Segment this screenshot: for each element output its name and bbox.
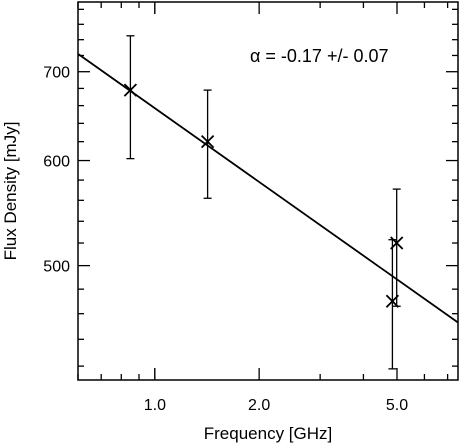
- y-tick-label: 500: [43, 259, 70, 276]
- x-tick-label: 5.0: [386, 397, 408, 414]
- data-point-marker: [390, 236, 404, 250]
- data-point-marker: [123, 83, 138, 97]
- data-point-stroke: [200, 135, 215, 149]
- fit-annotation: α = -0.17 +/- 0.07: [250, 46, 389, 66]
- data-point-stroke: [123, 83, 138, 97]
- data-point-marker: [200, 135, 215, 149]
- x-axis-label: Frequency [GHz]: [204, 424, 333, 443]
- y-axis-label: Flux Density [mJy]: [1, 122, 20, 261]
- y-tick-label: 600: [43, 154, 70, 171]
- y-tick-label: 700: [43, 65, 70, 82]
- x-tick-label: 1.0: [144, 397, 166, 414]
- plot-frame: [77, 1, 459, 381]
- x-tick-label: 2.0: [248, 397, 270, 414]
- fit-line: [77, 53, 459, 324]
- data-point-stroke: [390, 236, 404, 250]
